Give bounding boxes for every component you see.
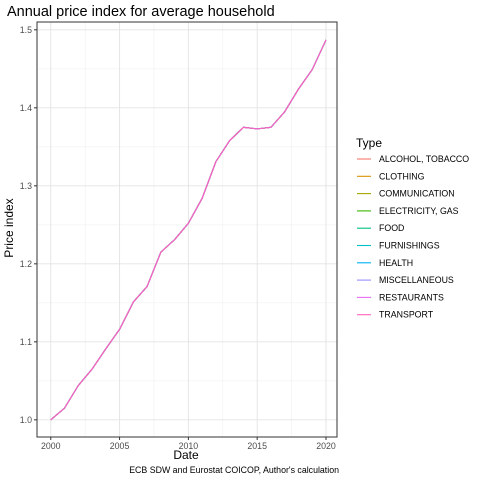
chart-caption: ECB SDW and Eurostat COICOP, Author's ca… xyxy=(129,465,339,475)
grid-lines xyxy=(37,22,337,437)
legend-item-label: MISCELLANEOUS xyxy=(379,275,454,285)
x-tick-label: 2015 xyxy=(247,441,267,451)
axis-ticks: 2000 2005 2010 2015 2020 1.0 1.1 1.2 1.3 1.4 1.5 xyxy=(20,25,336,451)
legend-item-label: ELECTRICITY, GAS xyxy=(379,206,459,216)
y-tick-label: 1.3 xyxy=(20,181,32,191)
y-tick-label: 1.0 xyxy=(20,415,32,425)
x-axis-label: Date xyxy=(173,448,199,462)
y-tick-label: 1.4 xyxy=(20,103,32,113)
series-lines xyxy=(50,39,327,421)
legend-item-label: CLOTHING xyxy=(379,171,425,181)
legend-item-label: HEALTH xyxy=(379,258,413,268)
panel-border xyxy=(36,21,338,438)
x-tick-label: 2005 xyxy=(110,441,130,451)
y-tick-label: 1.1 xyxy=(20,337,32,347)
x-tick-label: 2020 xyxy=(316,441,336,451)
legend-item-label: FOOD xyxy=(379,223,404,233)
x-tick-label: 2010 xyxy=(179,441,199,451)
chart-title: Annual price index for average household xyxy=(7,4,275,20)
legend-item-label: COMMUNICATION xyxy=(379,189,455,199)
y-tick-label: 1.2 xyxy=(20,259,32,269)
series-line xyxy=(50,39,327,421)
legend-item-label: TRANSPORT xyxy=(379,310,434,320)
legend-item-label: FURNISHINGS xyxy=(379,241,440,251)
y-tick-label: 1.5 xyxy=(20,25,32,35)
y-axis-label: Price index xyxy=(2,198,16,257)
legend-title: Type xyxy=(356,136,382,150)
legend-item-label: RESTAURANTS xyxy=(379,292,444,302)
x-tick-label: 2000 xyxy=(41,441,61,451)
legend-item-label: ALCOHOL, TOBACCO xyxy=(379,154,469,164)
legend: ALCOHOL, TOBACCO CLOTHING COMMUNICATION ELE… xyxy=(357,154,469,320)
